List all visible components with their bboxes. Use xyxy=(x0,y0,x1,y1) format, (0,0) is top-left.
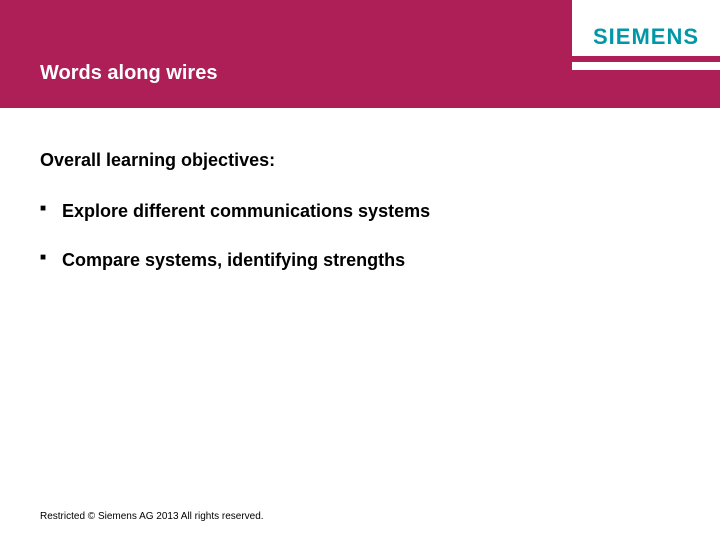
content-area: Overall learning objectives: Explore dif… xyxy=(40,150,680,299)
logo-block: SIEMENS xyxy=(572,0,720,108)
list-item: Explore different communications systems xyxy=(40,201,680,222)
bullet-list: Explore different communications systems… xyxy=(40,201,680,271)
slide-title: Words along wires xyxy=(40,62,217,85)
logo-underline xyxy=(572,62,720,70)
logo-text: SIEMENS xyxy=(593,24,699,50)
logo-top: SIEMENS xyxy=(572,0,720,56)
subtitle: Overall learning objectives: xyxy=(40,150,680,171)
list-item: Compare systems, identifying strengths xyxy=(40,250,680,271)
footer-text: Restricted © Siemens AG 2013 All rights … xyxy=(40,511,264,522)
